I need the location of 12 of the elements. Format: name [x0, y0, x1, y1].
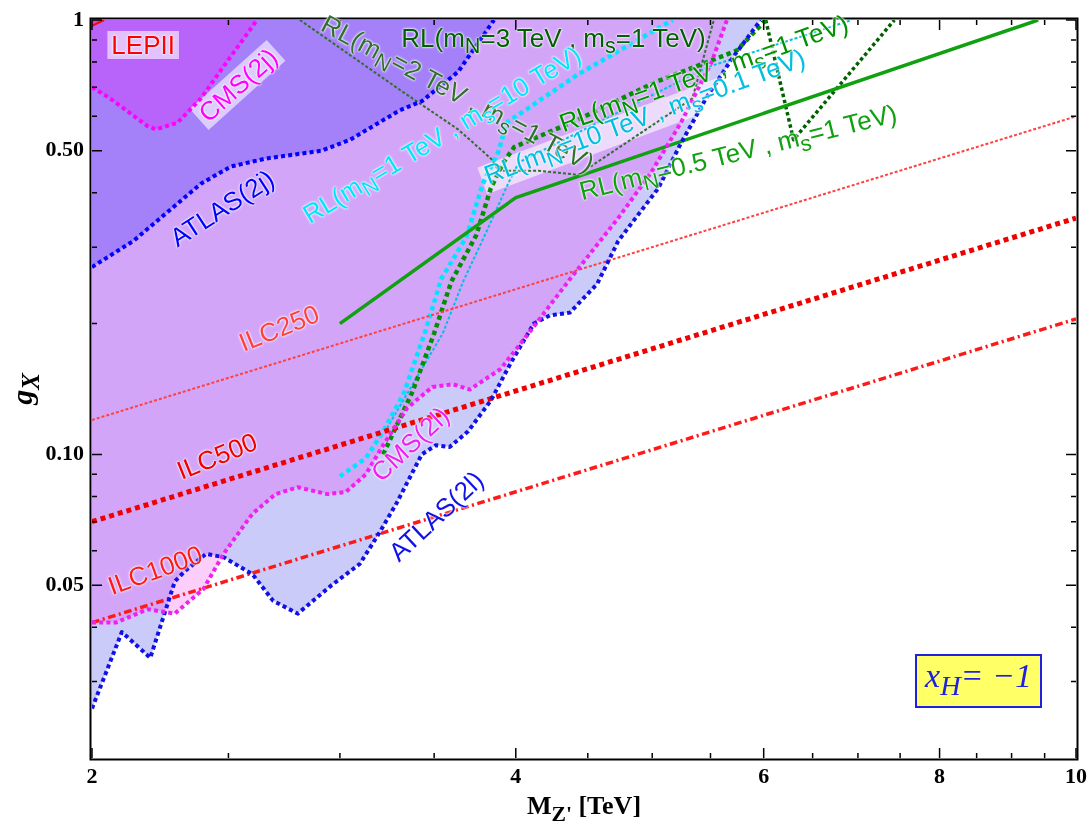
x-axis-title: M$_{Z'}$ [TeV]	[526, 791, 642, 828]
y-tick-label: 0.05	[45, 570, 84, 596]
y-tick-label: 0.50	[45, 136, 84, 162]
x-tick-label: 4	[510, 762, 522, 788]
x-tick-label: 6	[758, 762, 770, 788]
x-tick-label: 2	[86, 762, 98, 788]
x-tick-label: 8	[934, 762, 946, 788]
annotation: x$_{H}$= −1	[915, 654, 1042, 708]
y-tick-label: 1	[73, 5, 84, 31]
series-label: LEPII	[111, 30, 175, 61]
x-tick-label: 10	[1065, 762, 1087, 788]
y-tick-label: 0.10	[45, 440, 84, 466]
